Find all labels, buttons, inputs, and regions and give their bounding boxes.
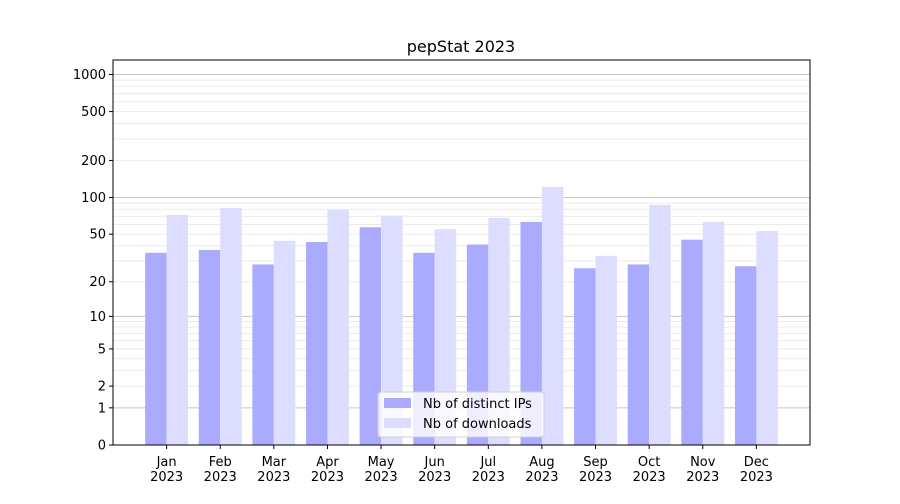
legend: Nb of distinct IPs Nb of downloads [377, 391, 545, 438]
x-tick-label: Jan [156, 455, 177, 470]
y-tick-label: 10 [89, 310, 106, 325]
bar-distinct-ips-9 [627, 264, 650, 445]
y-tick-label: 5 [98, 342, 106, 357]
bar-downloads-3 [327, 209, 349, 445]
y-tick-label: 100 [81, 191, 106, 206]
x-tick-label: Aug [529, 455, 554, 470]
x-tick-label: 2023 [365, 470, 398, 485]
x-tick-label: 2023 [204, 470, 237, 485]
bar-distinct-ips-1 [198, 249, 221, 445]
y-tick-label: 200 [81, 154, 106, 169]
bar-downloads-8 [595, 255, 617, 445]
x-tick-label: 2023 [418, 470, 451, 485]
y-axis: 0 1 2 5 10 20 50 100 200 500 1000 [73, 68, 113, 454]
x-tick-label: 2023 [633, 470, 666, 485]
bar-distinct-ips-7 [520, 221, 542, 445]
x-tick-label: Jun [424, 455, 445, 470]
bar-downloads-0 [166, 214, 189, 445]
x-tick-label: Oct [638, 455, 660, 470]
x-tick-label: 2023 [257, 470, 290, 485]
bar-downloads-9 [649, 204, 671, 445]
bar-downloads-2 [273, 240, 296, 445]
x-tick-label: Sep [583, 455, 608, 470]
bar-downloads-6 [488, 217, 510, 445]
plot-frame [112, 59, 811, 446]
y-tick-label: 0 [98, 439, 106, 454]
x-tick-label: Dec [744, 455, 769, 470]
x-tick-label: 2023 [740, 470, 773, 485]
x-tick-label: Mar [262, 455, 287, 470]
bar-downloads-5 [434, 229, 457, 445]
bar-distinct-ips-2 [252, 264, 274, 445]
x-tick-label: Feb [209, 455, 232, 470]
bar-downloads-4 [381, 215, 403, 445]
legend-label: Nb of distinct IPs [423, 397, 532, 412]
bar-downloads-7 [541, 186, 564, 445]
y-tick-label: 1000 [73, 68, 106, 83]
x-tick-label: Jul [479, 455, 496, 470]
x-tick-label: Nov [690, 455, 716, 470]
bar-distinct-ips-10 [681, 239, 703, 445]
bar-distinct-ips-8 [574, 268, 596, 445]
legend-label: Nb of downloads [423, 417, 532, 432]
y-tick-label: 500 [81, 105, 106, 120]
bar-downloads-11 [756, 231, 778, 445]
y-tick-label: 1 [98, 401, 106, 416]
x-tick-label: 2023 [579, 470, 612, 485]
bar-downloads-10 [702, 221, 725, 445]
x-tick-label: Apr [316, 455, 339, 470]
bar-downloads-1 [220, 208, 242, 445]
bar-distinct-ips-0 [145, 252, 167, 445]
x-axis: Jan2023Feb2023Mar2023Apr2023May2023Jun20… [150, 445, 773, 485]
legend-box [377, 391, 545, 438]
bar-distinct-ips-4 [359, 227, 382, 445]
y-tick-label: 2 [98, 380, 106, 395]
bar-distinct-ips-3 [306, 242, 328, 445]
x-tick-label: 2023 [311, 470, 344, 485]
x-tick-label: 2023 [472, 470, 505, 485]
x-tick-label: 2023 [150, 470, 183, 485]
y-tick-label: 50 [89, 228, 106, 243]
x-tick-label: 2023 [525, 470, 558, 485]
x-tick-label: 2023 [686, 470, 719, 485]
bar-distinct-ips-11 [734, 266, 757, 445]
y-tick-label: 20 [89, 275, 106, 290]
legend-swatch [384, 418, 411, 428]
x-tick-label: May [368, 455, 395, 470]
legend-swatch [384, 398, 411, 408]
chart-title: pepStat 2023 [407, 37, 515, 56]
